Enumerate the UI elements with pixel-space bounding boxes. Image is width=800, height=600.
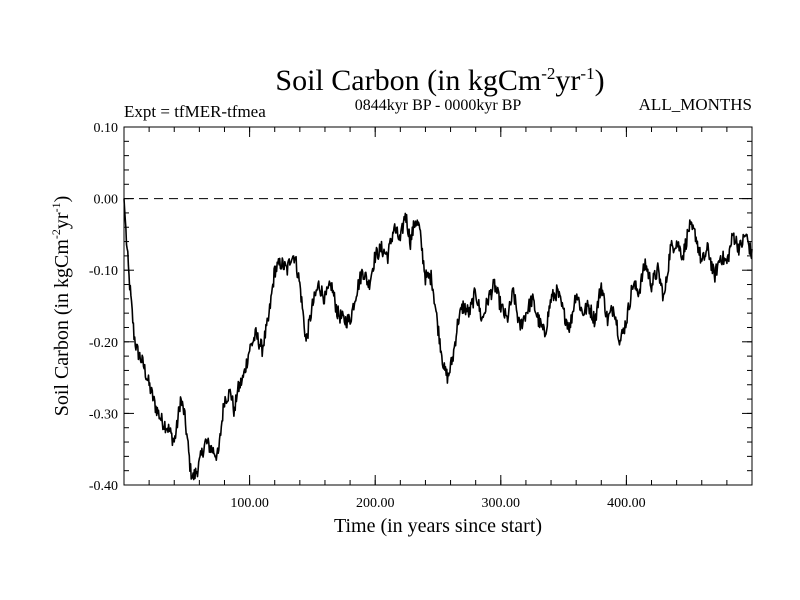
- x-axis-label: Time (in years since start): [334, 515, 542, 537]
- period-label: 0844kyr BP - 0000kyr BP: [355, 97, 522, 114]
- y-tick-label: -0.20: [89, 336, 118, 351]
- ylabel-end: ): [51, 196, 73, 203]
- x-tick-label: 200.00: [356, 496, 395, 511]
- y-axis-ticks: 0.10 0.00 -0.10 -0.20 -0.30 -0.40: [89, 121, 752, 494]
- x-tick-label: 100.00: [230, 496, 269, 511]
- y-axis-label: Soil Carbon (in kgCm-2yr-1): [49, 196, 73, 417]
- title-mid: yr: [555, 64, 580, 97]
- series-line: [123, 198, 753, 481]
- title-sup1: -2: [541, 64, 555, 83]
- y-tick-label: -0.40: [89, 479, 118, 494]
- x-tick-label: 400.00: [607, 496, 646, 511]
- x-axis-ticks: 100.00 200.00 300.00 400.00: [123, 127, 753, 511]
- experiment-label: Expt = tfMER-tfmea: [124, 102, 266, 121]
- chart-title: Soil Carbon (in kgCm-2yr-1): [275, 64, 604, 97]
- title-base: Soil Carbon (in kgCm: [275, 64, 541, 97]
- series-group: [123, 198, 753, 481]
- ylabel-base: Soil Carbon (in kgCm: [51, 239, 73, 417]
- plot-frame: [123, 126, 753, 486]
- y-tick-label: -0.30: [89, 407, 118, 422]
- months-label: ALL_MONTHS: [639, 95, 752, 114]
- title-end: ): [595, 64, 605, 97]
- ylabel-sup2: -1: [49, 202, 63, 212]
- x-tick-label: 300.00: [482, 496, 521, 511]
- ylabel-sup1: -2: [49, 229, 63, 239]
- ylabel-mid: yr: [51, 212, 73, 229]
- y-tick-label: -0.10: [89, 264, 118, 279]
- y-tick-label: 0.10: [94, 121, 119, 136]
- y-tick-label: 0.00: [94, 193, 119, 208]
- title-sup2: -1: [580, 64, 594, 83]
